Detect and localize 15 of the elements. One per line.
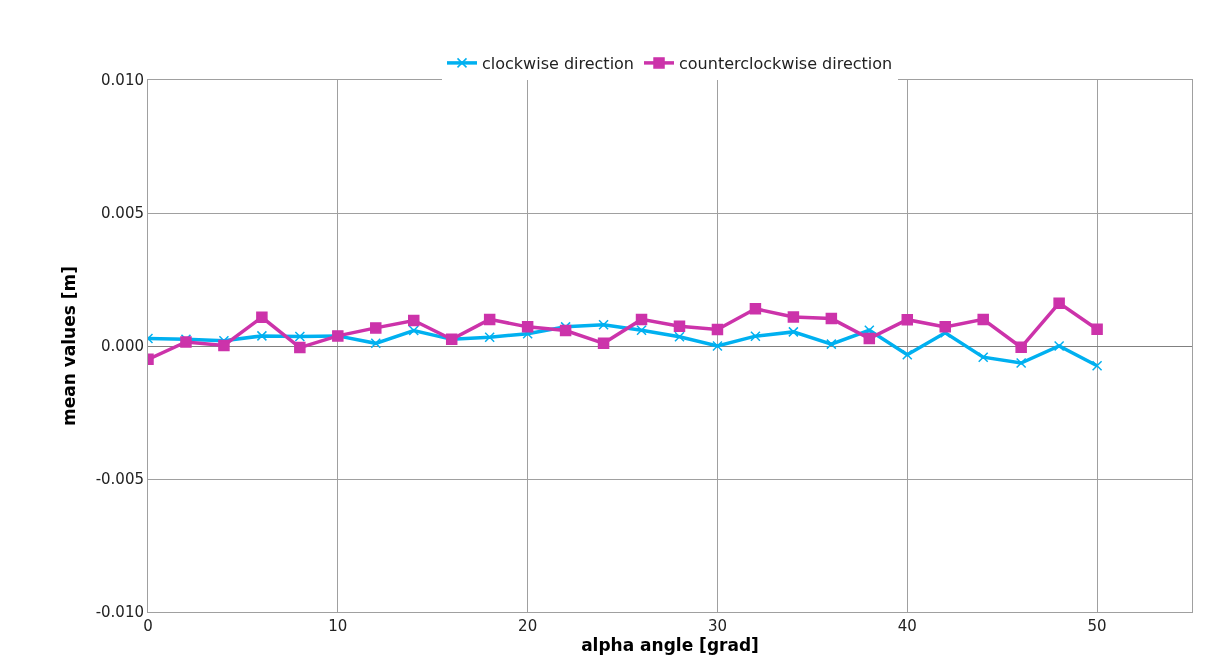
y-tick-label: 0.000 — [101, 337, 144, 356]
x-tick-label: 40 — [897, 617, 917, 635]
y-tick-label: -0.005 — [95, 470, 144, 489]
y-tick-label: 0.010 — [101, 71, 144, 90]
legend-label: counterclockwise direction — [679, 54, 893, 74]
x-tick-label: 30 — [707, 617, 727, 635]
y-axis-title: mean values [m] — [59, 265, 80, 427]
x-tick-label: 50 — [1087, 617, 1107, 635]
y-tick-label: -0.010 — [95, 603, 144, 622]
legend-label: clockwise direction — [482, 54, 635, 74]
y-tick-label: 0.005 — [101, 204, 144, 223]
x-axis-title: alpha angle [grad] — [581, 635, 759, 656]
x-tick-label: 0 — [143, 617, 153, 635]
x-tick-label: 20 — [518, 617, 538, 635]
x-tick-label: 10 — [328, 617, 348, 635]
